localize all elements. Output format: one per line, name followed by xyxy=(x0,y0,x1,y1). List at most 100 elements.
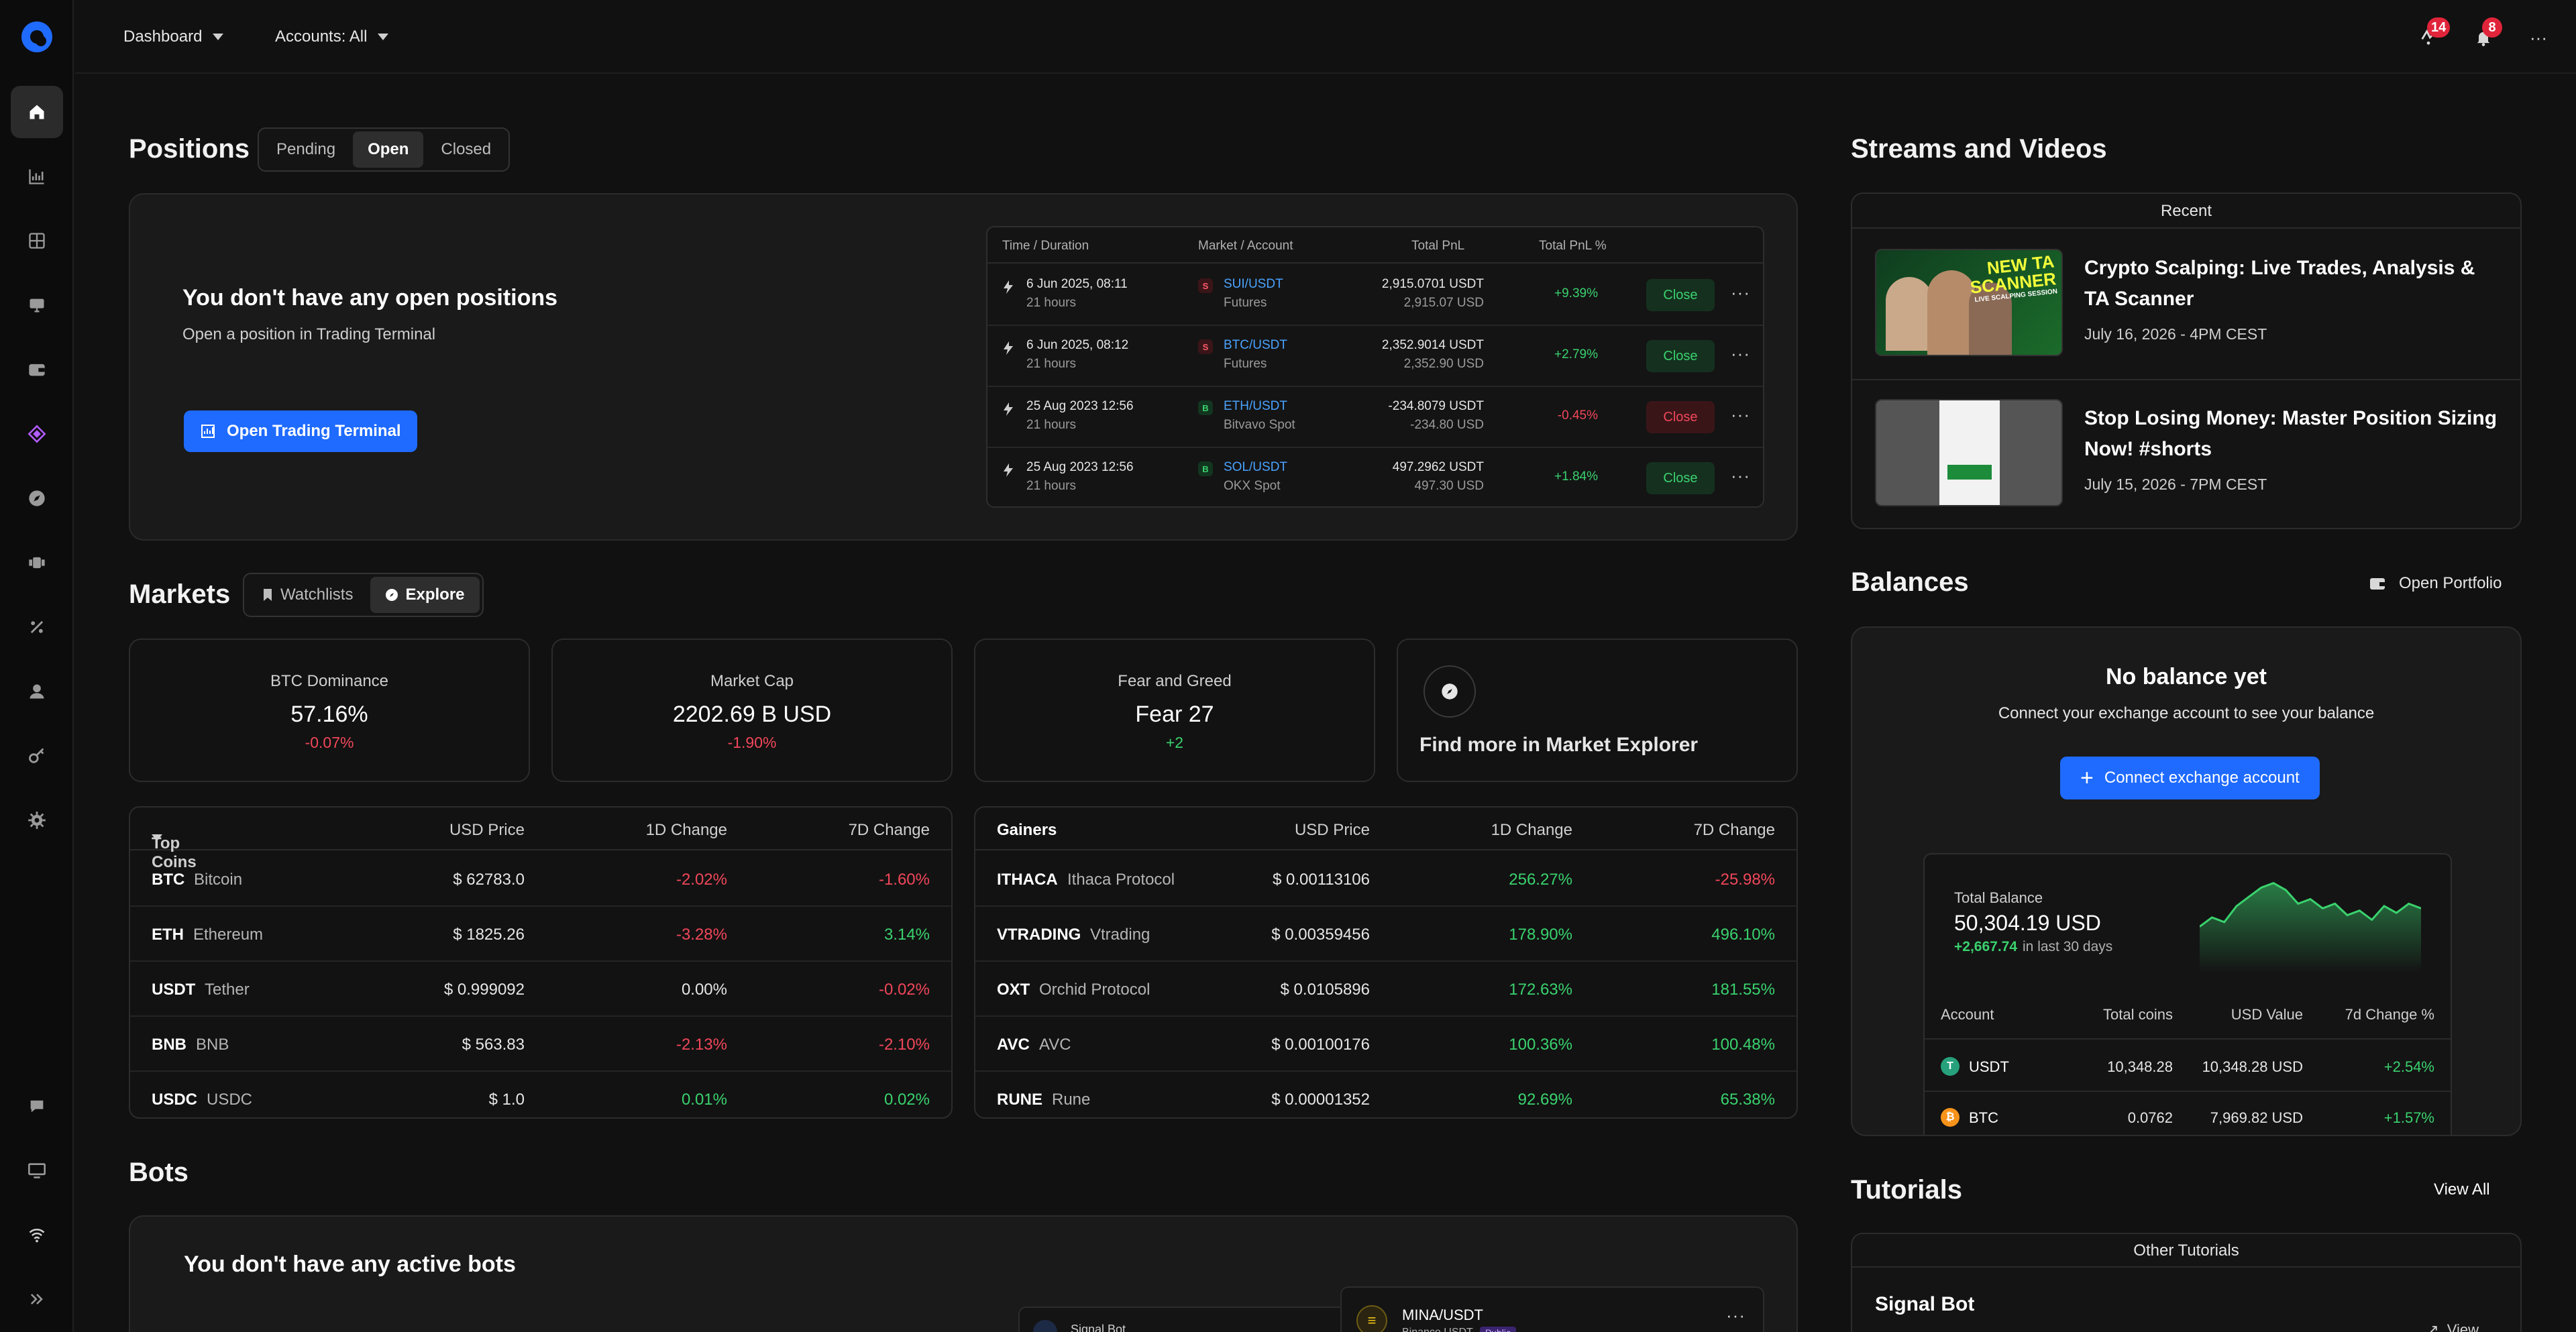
sidebar-item-bot[interactable] xyxy=(11,537,63,589)
lightning-icon xyxy=(1004,463,1013,477)
sidebar-item-chat[interactable] xyxy=(11,1080,63,1132)
sidebar-item-percent[interactable] xyxy=(11,601,63,653)
top-bar: Dashboard Accounts: All 14 8 ··· xyxy=(75,0,2576,74)
tab-closed[interactable]: Closed xyxy=(441,140,492,158)
video-item[interactable]: NEW TA SCANNER LIVE SCALPING SESSION Cry… xyxy=(1852,230,2520,380)
position-more-icon[interactable]: ··· xyxy=(1731,404,1750,425)
sidebar-item-monitor[interactable] xyxy=(11,279,63,331)
accounts-dropdown[interactable]: Accounts: All xyxy=(275,25,389,48)
sidebar-item-gear[interactable] xyxy=(11,794,63,846)
chart-icon xyxy=(29,169,44,184)
position-market[interactable]: SOL/USDT xyxy=(1224,460,1288,474)
tab-watchlists[interactable]: Watchlists xyxy=(247,577,368,613)
tab-open[interactable]: Open xyxy=(353,131,424,168)
balances-title: Balances xyxy=(1851,567,1969,597)
lightning-icon xyxy=(1004,341,1013,355)
coin-row[interactable]: RUNE Rune $ 0.00001352 92.69% 65.38% xyxy=(975,1072,1796,1117)
coin-row[interactable]: VTRADING Vtrading $ 0.00359456 178.90% 496.1… xyxy=(975,907,1796,962)
chart-icon xyxy=(201,425,215,438)
sidebar-item-wallet[interactable] xyxy=(11,343,63,396)
coin-name: USDC xyxy=(207,1091,253,1109)
sidebar-item-chart[interactable] xyxy=(11,150,63,203)
presenter-figure xyxy=(1927,270,1976,355)
sidebar-item-key[interactable] xyxy=(11,730,63,782)
balance-change-period: in last 30 days xyxy=(2023,939,2113,954)
position-account: OKX Spot xyxy=(1224,479,1281,493)
bot-preview-more-icon[interactable]: ··· xyxy=(1726,1305,1746,1325)
coin-row[interactable]: ETH Ethereum $ 1825.26 -3.28% 3.14% xyxy=(130,907,951,962)
coin-row[interactable]: BNB BNB $ 563.83 -2.13% -2.10% xyxy=(130,1017,951,1072)
positions-title: Positions xyxy=(129,134,250,164)
position-duration: 21 hours xyxy=(1026,357,1076,371)
coin-row[interactable]: OXT Orchid Protocol $ 0.0105896 172.63% 181.… xyxy=(975,962,1796,1017)
market-explorer-card[interactable]: Find more in Market Explorer xyxy=(1397,639,1798,782)
more-menu-button[interactable]: ··· xyxy=(2525,24,2552,51)
position-row[interactable]: 25 Aug 2023 12:56 21 hours B ETH/USDT Bitvav… xyxy=(987,387,1763,448)
balance-row[interactable]: T USDT 10,348.28 10,348.28 USD +2.54% xyxy=(1925,1041,2451,1092)
sidebar-item-diamond[interactable] xyxy=(11,408,63,460)
coin-row[interactable]: USDC USDC $ 1.0 0.01% 0.02% xyxy=(130,1072,951,1117)
header-pnl: Total PnL xyxy=(1411,239,1465,253)
tab-explore[interactable]: Explore xyxy=(370,577,480,613)
sidebar-item-desktop[interactable] xyxy=(11,1144,63,1197)
position-more-icon[interactable]: ··· xyxy=(1731,282,1750,302)
diamond-icon xyxy=(28,425,46,443)
connect-exchange-button[interactable]: + Connect exchange account xyxy=(2060,757,2320,799)
coin-7d-change: 0.02% xyxy=(883,1091,930,1109)
sidebar-item-wifi[interactable] xyxy=(11,1209,63,1261)
close-position-button[interactable]: Close xyxy=(1646,462,1715,494)
bot-preview-signal-label: Signal Bot xyxy=(1071,1323,1126,1332)
sidebar-item-user[interactable] xyxy=(11,665,63,718)
close-position-button[interactable]: Close xyxy=(1646,340,1715,372)
coin-row[interactable]: BTC Bitcoin $ 62783.0 -2.02% -1.60% xyxy=(130,852,951,907)
coin-row[interactable]: ITHACA Ithaca Protocol $ 0.00113106 256.27%… xyxy=(975,852,1796,907)
position-duration: 21 hours xyxy=(1026,479,1076,493)
open-trading-terminal-label: Open Trading Terminal xyxy=(227,422,401,440)
balance-row[interactable]: ₿ BTC 0.0762 7,969.82 USD +1.57% xyxy=(1925,1092,2451,1135)
header-7d-change: 7D Change xyxy=(848,821,930,839)
position-time: 6 Jun 2025, 08:12 xyxy=(1026,338,1129,352)
video-thumbnail xyxy=(1875,399,2063,506)
coin-name: Ethereum xyxy=(193,926,264,944)
position-more-icon[interactable]: ··· xyxy=(1731,343,1750,364)
open-trading-terminal-button[interactable]: Open Trading Terminal xyxy=(184,410,417,452)
position-row[interactable]: 25 Aug 2023 12:56 21 hours B SOL/USDT OKX Sp… xyxy=(987,448,1763,506)
bot-list-icon: ≡ xyxy=(1356,1305,1387,1332)
open-portfolio-button[interactable]: Open Portfolio xyxy=(2369,574,2502,593)
sidebar-item-compass[interactable] xyxy=(11,472,63,524)
chevron-down-icon xyxy=(378,34,389,40)
coin-row[interactable]: AVC AVC $ 0.00100176 100.36% 100.48% xyxy=(975,1017,1796,1072)
signals-button[interactable]: 14 xyxy=(2415,17,2451,51)
coin-name: Tether xyxy=(205,981,250,999)
video-title: Crypto Scalping: Live Trades, Analysis &… xyxy=(2084,257,2475,310)
wallet-icon xyxy=(2370,578,2385,590)
position-more-icon[interactable]: ··· xyxy=(1731,465,1750,486)
video-date: July 16, 2026 - 4PM CEST xyxy=(2084,325,2267,343)
coin-price: $ 0.00359456 xyxy=(1271,926,1370,944)
sidebar-item-grid[interactable] xyxy=(11,215,63,267)
market-stat-card: BTC Dominance 57.16% -0.07% xyxy=(129,639,530,782)
stat-value: 2202.69 B USD xyxy=(672,702,832,727)
position-row[interactable]: 6 Jun 2025, 08:11 21 hours S SUI/USDT Future… xyxy=(987,265,1763,326)
top-coins-header: Top Coins USD Price 1D Change 7D Change xyxy=(130,808,951,871)
position-market[interactable]: BTC/USDT xyxy=(1224,338,1287,352)
coin-row[interactable]: USDT Tether $ 0.999092 0.00% -0.02% xyxy=(130,962,951,1017)
tab-pending[interactable]: Pending xyxy=(276,140,336,158)
positions-empty-title: You don't have any open positions xyxy=(182,285,558,311)
app-logo[interactable] xyxy=(21,21,52,52)
tutorial-view-link[interactable]: ↗ View xyxy=(2426,1321,2479,1332)
dashboard-dropdown[interactable]: Dashboard xyxy=(123,25,224,48)
total-balance-label: Total Balance xyxy=(1954,889,2043,906)
position-market[interactable]: SUI/USDT xyxy=(1224,277,1283,291)
view-all-tutorials-link[interactable]: View All xyxy=(2434,1180,2490,1199)
close-position-button[interactable]: Close xyxy=(1646,279,1715,311)
video-item[interactable]: Stop Losing Money: Master Position Sizin… xyxy=(1852,380,2520,528)
position-market[interactable]: ETH/USDT xyxy=(1224,399,1287,413)
position-row[interactable]: 6 Jun 2025, 08:12 21 hours S BTC/USDT Future… xyxy=(987,326,1763,387)
bot-preview-tag: Public xyxy=(1479,1327,1516,1332)
header-market: Market / Account xyxy=(1198,239,1293,253)
notifications-button[interactable]: 8 xyxy=(2470,17,2502,51)
sidebar-item-expand[interactable] xyxy=(11,1273,63,1325)
close-position-button[interactable]: Close xyxy=(1646,401,1715,433)
sidebar-item-home[interactable] xyxy=(11,86,63,138)
